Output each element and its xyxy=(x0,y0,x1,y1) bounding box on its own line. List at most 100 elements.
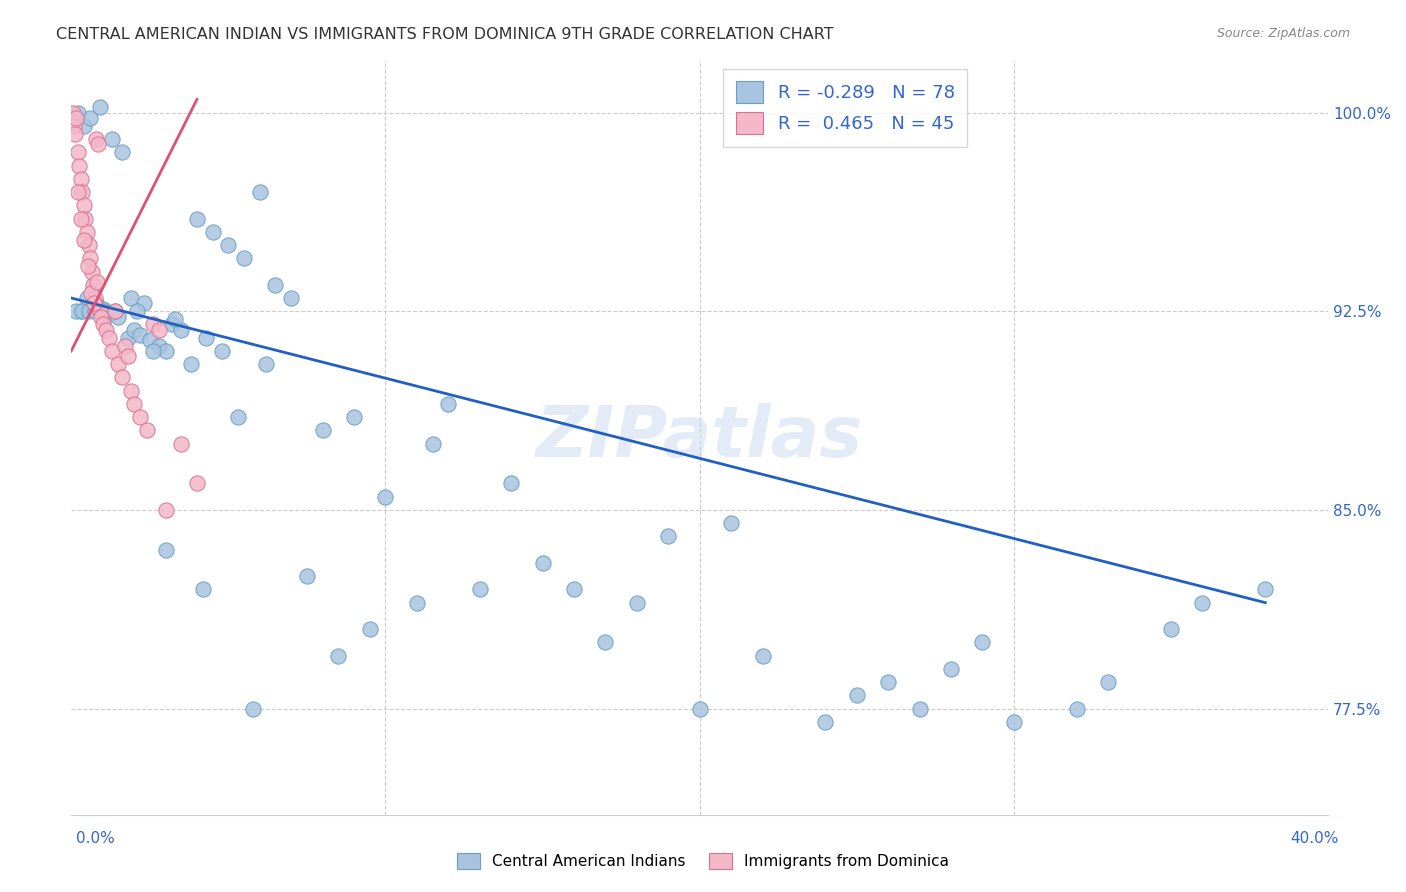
Point xyxy=(110,145,132,160)
Point xyxy=(90,310,112,324)
Point xyxy=(63,127,86,141)
Point xyxy=(66,105,89,120)
Point xyxy=(657,529,679,543)
Point xyxy=(186,211,208,226)
Point xyxy=(89,100,111,114)
Point xyxy=(170,436,193,450)
Point xyxy=(129,410,152,425)
Point xyxy=(101,343,124,358)
Point xyxy=(86,275,108,289)
Point xyxy=(82,277,104,292)
Point xyxy=(70,185,93,199)
Point xyxy=(129,328,152,343)
Text: 0.0%: 0.0% xyxy=(76,831,115,846)
Point xyxy=(73,119,96,133)
Point xyxy=(163,312,186,326)
Point xyxy=(66,145,89,160)
Point xyxy=(1097,675,1119,690)
Point xyxy=(80,264,103,278)
Point xyxy=(110,370,132,384)
Point xyxy=(155,542,177,557)
Point xyxy=(67,159,90,173)
Point xyxy=(908,701,931,715)
Point xyxy=(65,304,87,318)
Point xyxy=(595,635,617,649)
Point xyxy=(94,323,117,337)
Text: ZIPatlas: ZIPatlas xyxy=(536,402,863,472)
Point xyxy=(328,648,350,663)
Point xyxy=(264,277,287,292)
Point xyxy=(120,384,142,398)
Point xyxy=(69,171,91,186)
Point xyxy=(127,304,149,318)
Point xyxy=(139,334,162,348)
Point xyxy=(87,137,110,152)
Text: CENTRAL AMERICAN INDIAN VS IMMIGRANTS FROM DOMINICA 9TH GRADE CORRELATION CHART: CENTRAL AMERICAN INDIAN VS IMMIGRANTS FR… xyxy=(56,27,834,42)
Point xyxy=(406,596,429,610)
Point xyxy=(86,296,108,310)
Point xyxy=(193,582,215,597)
Point xyxy=(1191,596,1213,610)
Point xyxy=(104,304,127,318)
Point xyxy=(107,310,129,324)
Point xyxy=(148,323,170,337)
Point xyxy=(107,357,129,371)
Point xyxy=(83,304,105,318)
Point xyxy=(62,105,84,120)
Point xyxy=(114,339,136,353)
Point xyxy=(249,185,271,199)
Point xyxy=(76,259,98,273)
Point xyxy=(280,291,302,305)
Point xyxy=(70,304,93,318)
Text: 40.0%: 40.0% xyxy=(1291,831,1339,846)
Point xyxy=(79,111,101,125)
Point xyxy=(135,424,157,438)
Point xyxy=(233,252,256,266)
Point xyxy=(343,410,366,425)
Point xyxy=(86,132,108,146)
Point xyxy=(76,225,98,239)
Point xyxy=(70,211,93,226)
Point xyxy=(73,233,96,247)
Point xyxy=(91,318,114,332)
Point xyxy=(195,331,218,345)
Point xyxy=(1066,701,1088,715)
Point xyxy=(120,291,142,305)
Point xyxy=(93,304,115,318)
Point xyxy=(155,503,177,517)
Point xyxy=(97,331,120,345)
Point xyxy=(437,397,460,411)
Point xyxy=(359,622,381,636)
Point xyxy=(155,343,177,358)
Point xyxy=(65,111,87,125)
Point xyxy=(211,343,233,358)
Point xyxy=(751,648,773,663)
Legend: R = -0.289   N = 78, R =  0.465   N = 45: R = -0.289 N = 78, R = 0.465 N = 45 xyxy=(723,69,967,147)
Point xyxy=(67,185,90,199)
Point xyxy=(117,331,139,345)
Point xyxy=(117,349,139,363)
Point xyxy=(972,635,994,649)
Point xyxy=(939,662,962,676)
Point xyxy=(69,304,91,318)
Point xyxy=(1254,582,1277,597)
Point xyxy=(531,556,554,570)
Point xyxy=(122,397,145,411)
Point xyxy=(626,596,648,610)
Point xyxy=(501,476,523,491)
Point xyxy=(877,675,900,690)
Point xyxy=(242,701,264,715)
Point xyxy=(148,339,170,353)
Legend: Central American Indians, Immigrants from Dominica: Central American Indians, Immigrants fro… xyxy=(451,847,955,875)
Point xyxy=(254,357,277,371)
Point xyxy=(77,304,100,318)
Point xyxy=(311,424,333,438)
Point xyxy=(422,436,444,450)
Point xyxy=(814,714,837,729)
Point xyxy=(160,318,183,332)
Point xyxy=(689,701,711,715)
Point xyxy=(104,304,127,318)
Point xyxy=(97,307,120,321)
Point xyxy=(63,119,86,133)
Point xyxy=(720,516,742,531)
